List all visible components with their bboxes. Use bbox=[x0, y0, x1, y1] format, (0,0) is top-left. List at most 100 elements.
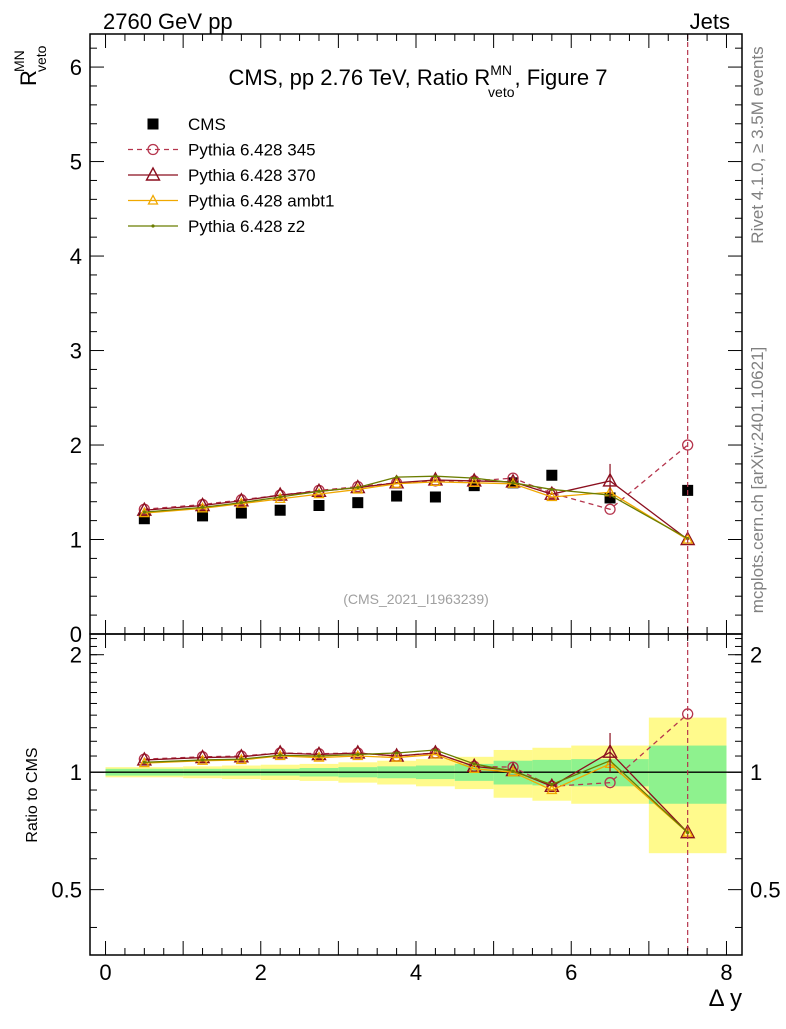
ratio-point-p370 bbox=[311, 746, 327, 761]
ratio-point-z2 bbox=[356, 752, 360, 757]
point-p345 bbox=[604, 503, 616, 515]
point-p370 bbox=[679, 531, 696, 546]
point-ambt1 bbox=[313, 487, 325, 499]
point-z2 bbox=[278, 495, 282, 499]
point-z2 bbox=[550, 487, 554, 492]
ratio-point-p370 bbox=[233, 748, 250, 763]
legend-marker-z2 bbox=[151, 224, 155, 228]
ratio-point-p370 bbox=[466, 757, 482, 773]
legend-label-ambt1: Pythia 6.428 ambt1 bbox=[188, 192, 334, 211]
point-cms bbox=[391, 490, 403, 502]
mcplots-label: mcplots.cern.ch [arXiv:2401.10621] bbox=[748, 347, 767, 613]
rivet-version-label: Rivet 4.1.0, ≥ 3.5M events bbox=[748, 46, 767, 243]
ratio-point-ambt1 bbox=[352, 749, 364, 761]
ratio-y-tick-label-right: 0.5 bbox=[750, 878, 781, 903]
legend-label-p370: Pythia 6.428 370 bbox=[188, 166, 316, 185]
legend-marker-p370 bbox=[145, 166, 161, 181]
point-z2 bbox=[394, 475, 399, 479]
legend-marker-ambt1 bbox=[147, 194, 159, 205]
main-y-tick-label: 4 bbox=[70, 244, 82, 269]
ratio-point-z2 bbox=[433, 748, 438, 752]
x-axis-label: Δ y bbox=[709, 985, 742, 1012]
legend-marker-p345 bbox=[147, 143, 159, 156]
svg-text:R: R bbox=[16, 70, 41, 86]
x-tick-label: 0 bbox=[99, 960, 111, 985]
ratio-point-z2 bbox=[686, 831, 690, 835]
point-z2 bbox=[433, 474, 438, 478]
main-y-axis-label: R MN veto bbox=[11, 45, 49, 86]
point-p370 bbox=[136, 501, 153, 516]
ratio-point-z2 bbox=[142, 760, 146, 764]
point-p370 bbox=[194, 497, 211, 512]
main-y-tick-label: 5 bbox=[70, 150, 82, 175]
point-cms bbox=[352, 497, 364, 509]
legend: CMS Pythia 6.428 345 Pythia 6.428 370 Pythi… bbox=[128, 115, 334, 236]
x-tick-label: 2 bbox=[255, 960, 267, 985]
main-y-tick-label: 3 bbox=[70, 339, 82, 364]
point-cms bbox=[429, 491, 441, 503]
point-cms bbox=[313, 499, 325, 511]
ratio-point-p345 bbox=[604, 777, 616, 789]
point-ambt1 bbox=[546, 490, 558, 502]
analysis-id-watermark: (CMS_2021_I1963239) bbox=[343, 591, 489, 607]
ratio-point-z2 bbox=[550, 782, 554, 787]
ratio-point-z2 bbox=[239, 757, 243, 761]
ratio-point-z2 bbox=[200, 758, 205, 762]
point-z2 bbox=[200, 505, 205, 509]
ratio-point-ambt1 bbox=[468, 762, 480, 773]
ratio-point-p370 bbox=[136, 751, 153, 766]
x-tick-label: 4 bbox=[410, 960, 422, 985]
legend-marker-cms bbox=[147, 118, 159, 130]
point-ambt1 bbox=[682, 533, 694, 544]
ratio-point-ambt1 bbox=[429, 748, 441, 759]
point-p370 bbox=[544, 485, 560, 500]
point-z2 bbox=[356, 485, 360, 490]
point-ambt1 bbox=[429, 475, 441, 487]
x-tick-label: 8 bbox=[720, 960, 732, 985]
point-z2 bbox=[239, 501, 243, 505]
point-p370 bbox=[272, 486, 288, 501]
ratio-point-z2 bbox=[394, 751, 399, 755]
point-ambt1 bbox=[468, 476, 480, 487]
energy-label: 2760 GeV pp bbox=[103, 9, 233, 34]
point-cms bbox=[197, 510, 209, 522]
x-tick-label: 6 bbox=[565, 960, 577, 985]
point-z2 bbox=[511, 481, 515, 485]
point-z2 bbox=[142, 510, 146, 514]
ratio-y-axis-label: Ratio to CMS bbox=[24, 747, 41, 842]
point-p370 bbox=[311, 482, 327, 498]
legend-label-z2: Pythia 6.428 z2 bbox=[188, 217, 305, 236]
ratio-y-tick-label-right: 2 bbox=[750, 643, 762, 668]
svg-text:veto: veto bbox=[33, 45, 49, 72]
point-ambt1 bbox=[352, 483, 364, 494]
ratio-y-tick-label-right: 1 bbox=[750, 760, 762, 785]
main-series bbox=[136, 439, 696, 546]
point-cms bbox=[546, 469, 558, 481]
point-z2 bbox=[472, 476, 476, 480]
process-label: Jets bbox=[690, 9, 730, 34]
point-z2 bbox=[317, 489, 321, 493]
series-line-p370 bbox=[144, 479, 689, 541]
svg-text:MN: MN bbox=[11, 50, 27, 72]
ratio-point-z2 bbox=[278, 753, 282, 757]
main-y-tick-label: 0 bbox=[70, 622, 82, 647]
ratio-point-p370 bbox=[350, 744, 366, 759]
point-cms bbox=[138, 513, 150, 525]
legend-label-p345: Pythia 6.428 345 bbox=[188, 141, 316, 160]
ratio-point-z2 bbox=[317, 754, 321, 758]
point-ambt1 bbox=[391, 477, 403, 488]
point-ambt1 bbox=[274, 492, 286, 504]
main-y-tick-label: 2 bbox=[70, 433, 82, 458]
ratio-point-z2 bbox=[472, 762, 476, 766]
ratio-y-tick-label: 1 bbox=[70, 760, 82, 785]
plot-title: CMS, pp 2.76 TeV, Ratio RMN veto, Figure … bbox=[229, 62, 608, 100]
ratio-point-z2 bbox=[511, 769, 515, 773]
main-y-tick-label: 6 bbox=[70, 55, 82, 80]
ratio-point-ambt1 bbox=[313, 751, 325, 762]
ratio-point-p370 bbox=[194, 749, 211, 764]
point-cms bbox=[274, 504, 286, 516]
main-y-tick-label: 1 bbox=[70, 528, 82, 553]
